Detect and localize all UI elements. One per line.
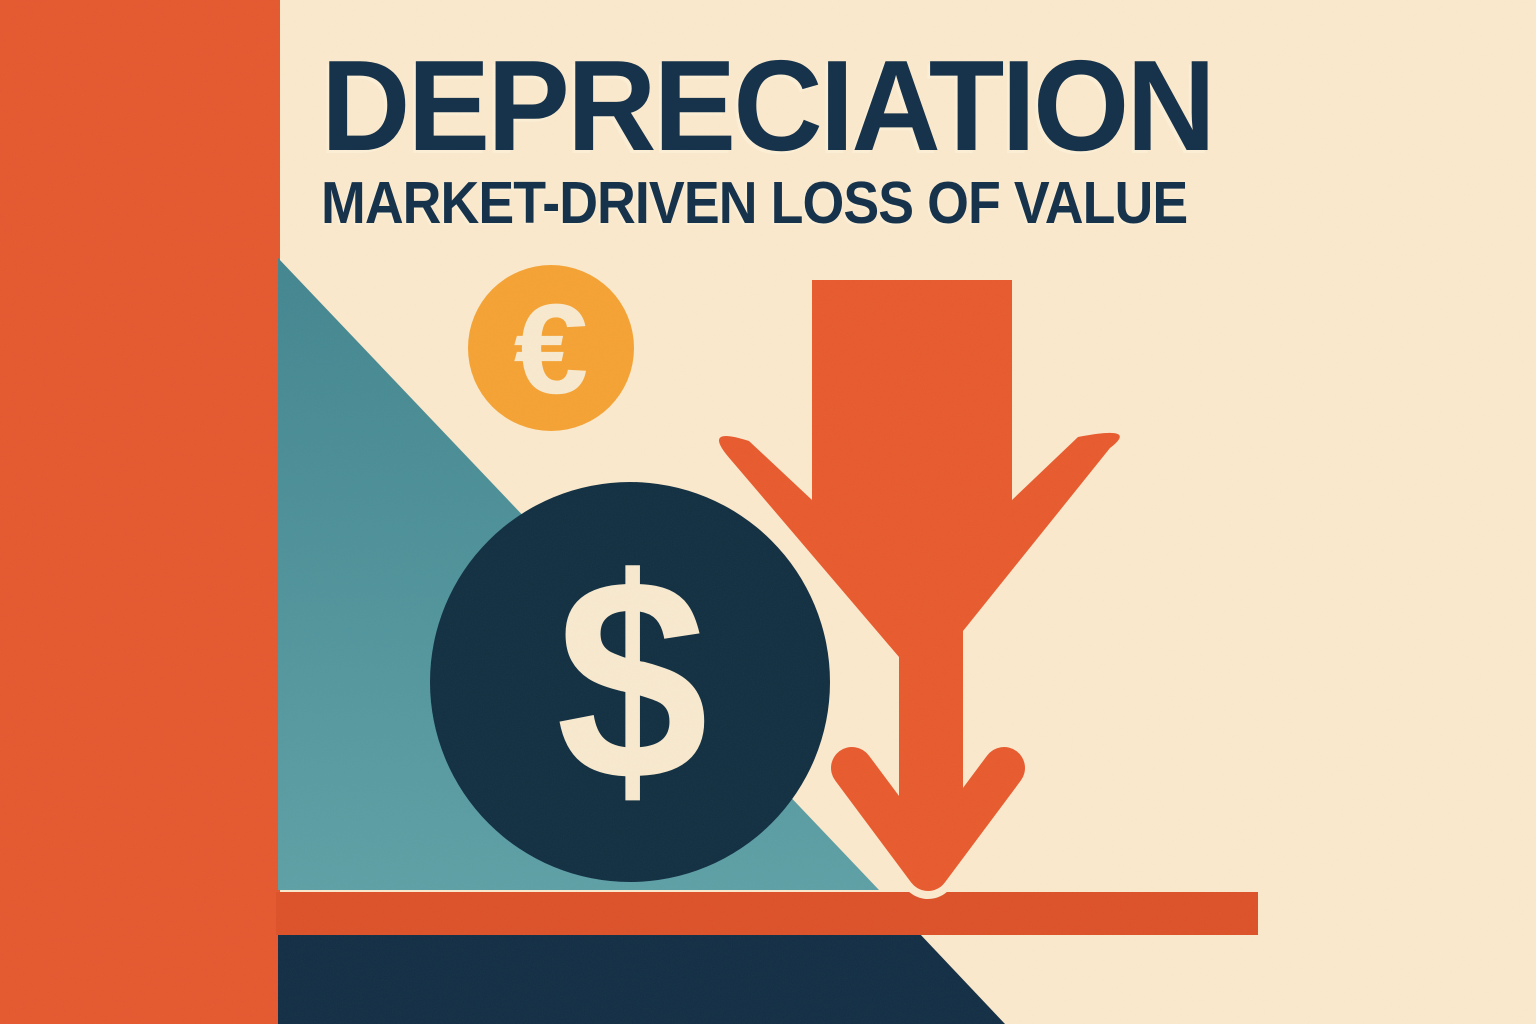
poster-title: DEPRECIATION: [321, 34, 1216, 178]
poster-subtitle: MARKET-DRIVEN LOSS OF VALUE: [321, 170, 1188, 236]
